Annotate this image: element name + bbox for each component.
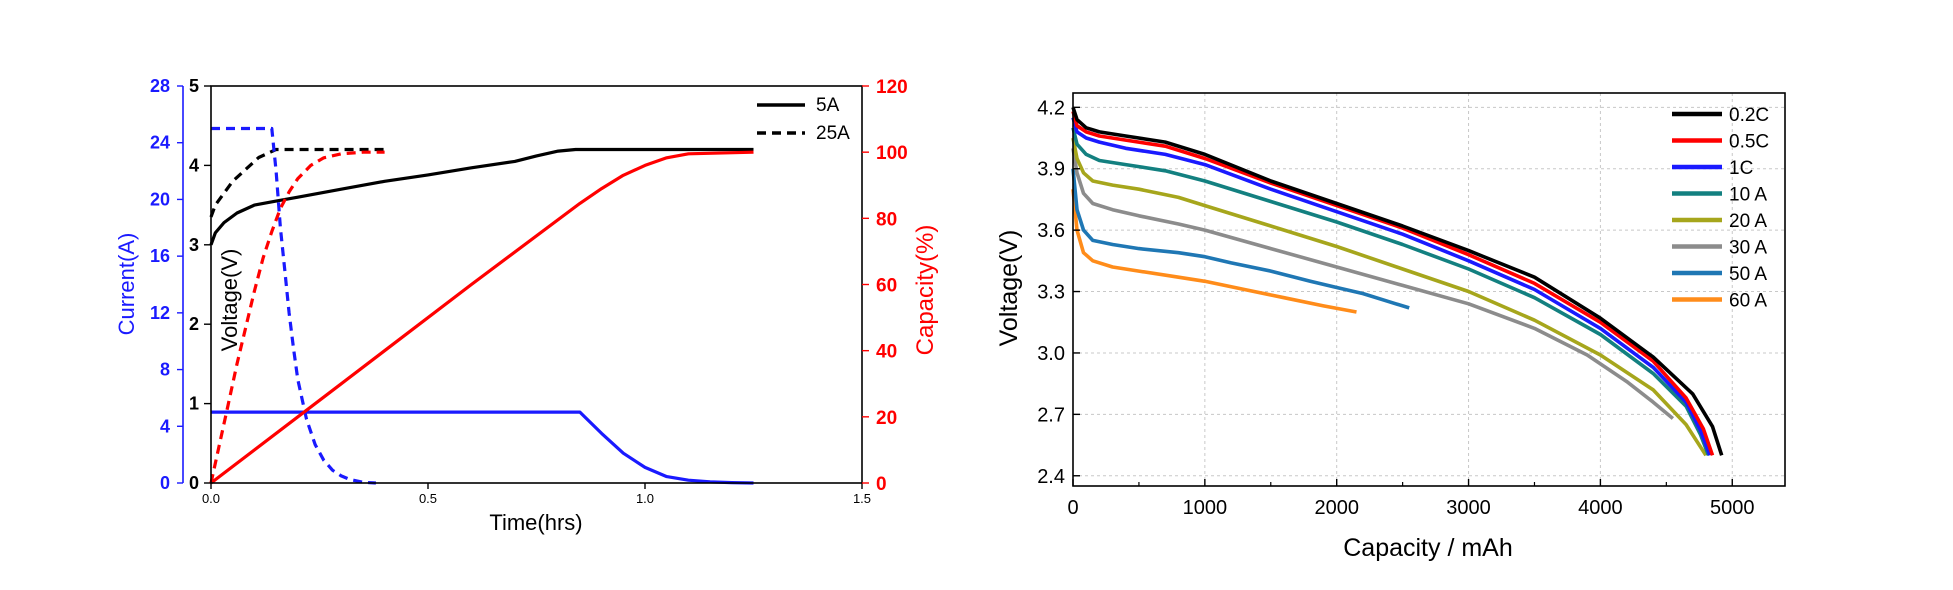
current-axis-label: Current(A) [114, 233, 139, 336]
left-x-tick-label: 1.5 [853, 491, 871, 506]
right-axes-layer: 0 1000 2000 3000 4000 5000 2.4 2.7 3.0 3.3 3.6 3.9 4… [1037, 97, 1754, 519]
right-legend: 0.2C 0.5C 1C 10 A 20 A 30 A 50 A 60 A [1672, 105, 1769, 312]
legend-label-20-a: 20 A [1729, 211, 1767, 232]
voltage-tick-label: 3 [189, 235, 199, 255]
capacity-tick-label: 0 [876, 474, 887, 495]
right-chart: 0 1000 2000 3000 4000 5000 2.4 2.7 3.0 3.3 3.6 3.9 4… [995, 92, 1786, 562]
left-legend: 5A 25A [757, 95, 850, 144]
capacity-tick-label: 20 [876, 408, 897, 429]
series-line-10-a [1071, 127, 1711, 456]
right-x-tick-label: 4000 [1578, 497, 1623, 519]
left-x-axis-label: Time(hrs) [489, 510, 582, 535]
series-line-20-a [1071, 137, 1708, 457]
series-line-capacity-5a [210, 150, 754, 485]
current-tick-label: 16 [150, 246, 170, 266]
current-tick-label: 28 [150, 76, 170, 96]
right-y-tick-label: 3.3 [1037, 282, 1065, 304]
legend-label-10-a: 10 A [1729, 185, 1767, 206]
right-series-layer [1071, 106, 1724, 457]
series-line-50-a [1071, 168, 1410, 310]
legend-label-0-5c: 0.5C [1729, 132, 1769, 153]
capacity-tick-label: 60 [876, 276, 897, 297]
voltage-tick-label: 0 [189, 473, 199, 493]
left-x-tick-label: 0.5 [419, 491, 437, 506]
current-tick-label: 24 [150, 133, 170, 153]
legend-label-1c: 1C [1729, 158, 1753, 179]
voltage-tick-label: 5 [189, 76, 199, 96]
left-x-tick-label: 0.0 [202, 491, 220, 506]
right-x-tick-label: 2000 [1314, 497, 1359, 519]
left-chart: 0.0 0.5 1.0 1.50123450481216202428020406080… [114, 76, 939, 535]
right-y-axis-label: Voltage(V) [995, 230, 1023, 347]
right-y-tick-label: 3.0 [1037, 343, 1065, 365]
left-x-tick-label: 1.0 [636, 491, 654, 506]
series-line-voltage-25a [209, 147, 385, 218]
series-line-0-2c [1071, 106, 1724, 456]
right-y-tick-label: 2.4 [1037, 466, 1065, 488]
capacity-tick-label: 40 [876, 342, 897, 363]
current-tick-label: 8 [160, 360, 170, 380]
right-x-tick-label: 1000 [1183, 497, 1228, 519]
series-line-voltage-5a [209, 147, 754, 246]
capacity-tick-label: 100 [876, 143, 908, 164]
current-tick-label: 0 [160, 473, 170, 493]
voltage-tick-label: 2 [189, 314, 199, 334]
right-y-tick-label: 3.9 [1037, 159, 1065, 181]
voltage-axis-label: Voltage(V) [217, 249, 242, 352]
right-x-axis-label: Capacity / mAh [1343, 534, 1513, 562]
legend-label-60-a: 60 A [1729, 291, 1767, 312]
series-line-capacity-25a [209, 150, 385, 484]
left-series-layer [209, 126, 754, 485]
legend-label-50-a: 50 A [1729, 264, 1767, 285]
legend-label-0-2c: 0.2C [1729, 105, 1769, 126]
series-line-current-5a [211, 410, 754, 485]
right-y-tick-label: 2.7 [1037, 404, 1065, 426]
capacity-axis-label: Capacity(%) [912, 225, 939, 356]
series-line-30-a [1071, 148, 1675, 420]
current-tick-label: 4 [160, 416, 170, 436]
right-y-tick-label: 3.6 [1037, 220, 1065, 242]
series-line-0-5c [1071, 110, 1715, 456]
capacity-tick-label: 120 [876, 77, 908, 98]
right-y-tick-label: 4.2 [1037, 97, 1065, 119]
right-x-tick-label: 0 [1067, 497, 1078, 519]
left-axes-layer: 0.0 0.5 1.0 1.50123450481216202428020406080… [150, 76, 908, 506]
series-line-1c [1071, 117, 1712, 456]
voltage-tick-label: 1 [189, 394, 199, 414]
right-x-tick-label: 5000 [1710, 497, 1755, 519]
current-tick-label: 20 [150, 189, 170, 209]
legend-label-30-a: 30 A [1729, 238, 1767, 259]
current-tick-label: 12 [150, 303, 170, 323]
right-plot-frame [1072, 92, 1786, 487]
series-line-current-25a [211, 126, 376, 485]
voltage-tick-label: 4 [189, 155, 199, 175]
series-line-60-a [1071, 189, 1357, 314]
left-plot-frame [210, 85, 863, 484]
right-x-tick-label: 3000 [1446, 497, 1491, 519]
legend-label-25a: 25A [816, 123, 850, 144]
capacity-tick-label: 80 [876, 209, 897, 230]
legend-label-5a: 5A [816, 95, 840, 116]
